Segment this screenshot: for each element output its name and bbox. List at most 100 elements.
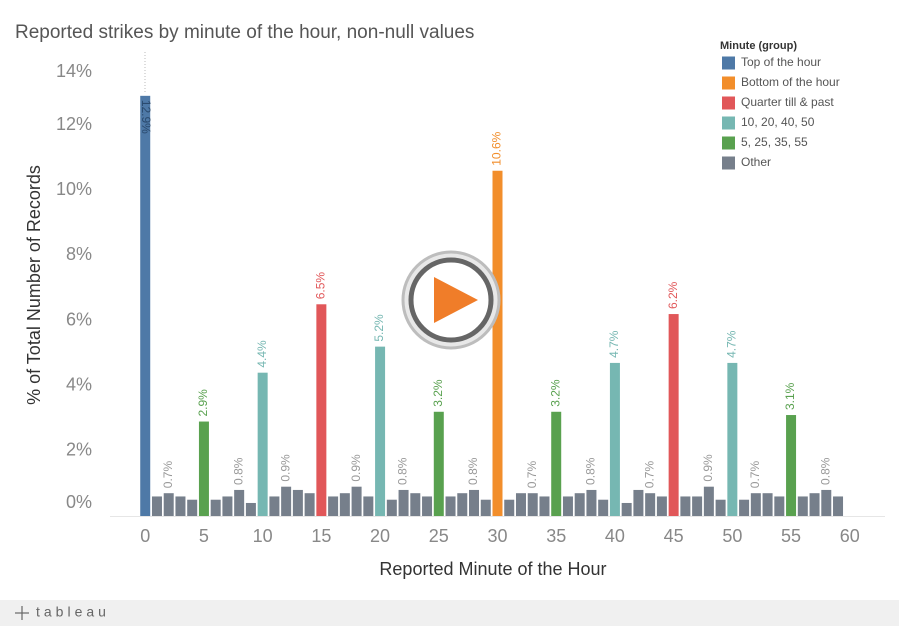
x-tick-label: 40 [605,526,625,546]
data-label: 12.9% [139,100,153,134]
data-label: 3.2% [548,379,562,407]
bar [515,493,526,516]
bar [198,421,209,516]
y-tick-label: 8% [66,244,92,264]
data-label: 2.9% [196,389,210,417]
bar [504,499,515,516]
data-label: 6.2% [666,281,680,309]
data-label: 4.7% [607,330,621,358]
bar [151,496,162,516]
data-label: 6.5% [314,272,328,300]
x-tick-label: 55 [781,526,801,546]
data-label: 0.7% [642,461,656,489]
bar [492,170,503,516]
bar [457,493,468,516]
legend-label: 10, 20, 40, 50 [741,115,815,129]
bar [562,496,573,516]
bar [163,493,174,516]
bar [833,496,844,516]
data-label: 3.2% [431,379,445,407]
bar [539,496,550,516]
bar [656,496,667,516]
data-label: 0.8% [231,457,245,485]
data-label: 0.7% [161,461,175,489]
bar [750,493,761,516]
bar [269,496,280,516]
legend-swatch [722,156,735,170]
x-tick-label: 20 [370,526,390,546]
data-label: 0.9% [349,454,363,482]
data-label: 3.1% [783,382,797,410]
legend-swatch [722,76,735,90]
bar [375,346,386,516]
x-tick-label: 5 [199,526,209,546]
bar [527,493,538,516]
play-icon[interactable] [434,277,478,323]
bar [234,489,245,516]
bar [715,499,726,516]
data-label: 0.7% [525,461,539,489]
x-tick-label: 60 [840,526,860,546]
y-axis-label: % of Total Number of Records [24,165,44,405]
bar [222,496,233,516]
bar [386,499,397,516]
bar [433,411,444,516]
x-tick-label: 0 [140,526,150,546]
legend-swatch [722,96,735,110]
legend-label: Top of the hour [741,55,821,69]
bar [398,489,409,516]
bar [445,496,456,516]
bar [586,489,597,516]
bar [621,502,632,516]
bar [210,499,221,516]
bar [175,496,186,516]
chart-title: Reported strikes by minute of the hour, … [15,22,474,43]
x-tick-label: 15 [311,526,331,546]
bar [574,493,585,516]
bar [480,499,491,516]
legend-label: Bottom of the hour [741,75,840,89]
x-tick-label: 35 [546,526,566,546]
play-button[interactable] [401,250,501,350]
data-label: 0.9% [701,454,715,482]
data-label: 0.7% [748,461,762,489]
bar [727,362,738,516]
y-tick-label: 2% [66,440,92,460]
bar [633,489,644,516]
bar [809,493,820,516]
bar [328,496,339,516]
x-tick-label: 45 [664,526,684,546]
bar [598,499,609,516]
legend-label: Quarter till & past [741,95,834,109]
data-label: 5.2% [372,314,386,342]
x-tick-label: 25 [429,526,449,546]
bar [668,314,679,516]
bar [797,496,808,516]
bar [257,372,268,516]
x-tick-label: 30 [487,526,507,546]
x-tick-label: 50 [722,526,742,546]
bar [304,493,315,516]
bar [363,496,374,516]
y-tick-label: 4% [66,374,92,394]
tableau-logo: tableau [36,604,110,620]
bar [469,489,480,516]
y-tick-label: 6% [66,309,92,329]
bar [245,502,256,516]
legend-label: Other [741,155,771,169]
data-label: 0.8% [466,457,480,485]
y-tick-label: 0% [66,492,92,512]
legend-swatch [722,136,735,150]
bar [703,486,714,516]
x-tick-label: 10 [253,526,273,546]
bar [187,499,198,516]
data-label: 0.8% [818,457,832,485]
tableau-mark [15,606,29,620]
bar [140,95,151,516]
bar [551,411,562,516]
plot: 0% 2% 4% 6% 8% 10% 12% 14% 0 5 10 15 20 25 30 35 40 45 50 5… [56,61,860,546]
bar [774,496,785,516]
y-tick-label: 12% [56,114,92,134]
bar [762,493,773,516]
bar [645,493,656,516]
